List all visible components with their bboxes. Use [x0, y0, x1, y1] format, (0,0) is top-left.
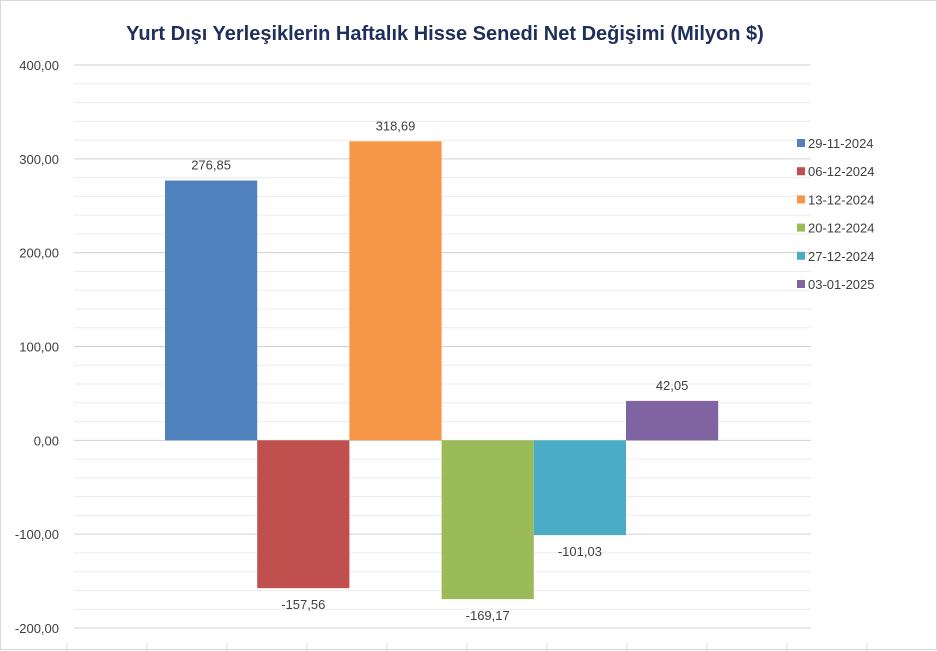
bar-13-12-2024 [349, 141, 442, 441]
data-label-27-12-2024: -101,03 [558, 544, 602, 559]
legend-swatch-06-12-2024 [797, 167, 805, 176]
y-tick-label: 100,00 [19, 340, 59, 355]
data-label-03-01-2025: 42,05 [656, 378, 689, 393]
bar-20-12-2024 [441, 440, 534, 600]
legend-entry-03-01-2025: 03-01-2025 [808, 277, 875, 292]
legend-entry-06-12-2024: 06-12-2024 [808, 164, 875, 179]
legend: 29-11-2024 06-12-2024 13-12-2024 20-12-2024… [797, 136, 875, 292]
legend-swatch-27-12-2024 [797, 251, 805, 260]
y-tick-label: -100,00 [15, 527, 59, 542]
legend-entry-27-12-2024: 27-12-2024 [808, 249, 875, 264]
bar-03-01-2025 [626, 400, 719, 441]
y-tick-label: 300,00 [19, 152, 59, 167]
y-tick-label: 400,00 [19, 58, 59, 73]
data-label-13-12-2024: 318,69 [376, 118, 416, 133]
y-axis: 400,00 300,00 200,00 100,00 0,00 -100,00 -200,… [15, 58, 59, 636]
legend-entry-13-12-2024: 13-12-2024 [808, 192, 875, 207]
legend-swatch-03-01-2025 [797, 280, 805, 288]
legend-entry-20-12-2024: 20-12-2024 [808, 221, 875, 236]
legend-swatch-13-12-2024 [797, 195, 805, 204]
data-label-06-12-2024: -157,56 [281, 597, 325, 612]
legend-swatch-29-11-2024 [797, 139, 805, 147]
y-tick-label: 0,00 [34, 433, 59, 448]
y-tick-label: -200,00 [15, 621, 59, 636]
data-label-29-11-2024: 276,85 [191, 158, 231, 173]
bar-27-12-2024 [533, 440, 626, 536]
chart-title: Yurt Dışı Yerleşiklerin Haftalık Hisse S… [126, 23, 764, 45]
legend-swatch-20-12-2024 [797, 223, 805, 232]
legend-entry-29-11-2024: 29-11-2024 [808, 136, 874, 151]
y-tick-label: 200,00 [19, 246, 59, 261]
bar-29-11-2024 [165, 180, 258, 441]
data-labels: 276,85 -157,56 318,69 -169,17 -101,03 42,05 [191, 118, 688, 623]
bars [165, 141, 719, 600]
bar-06-12-2024 [257, 440, 350, 589]
data-label-20-12-2024: -169,17 [466, 608, 510, 623]
